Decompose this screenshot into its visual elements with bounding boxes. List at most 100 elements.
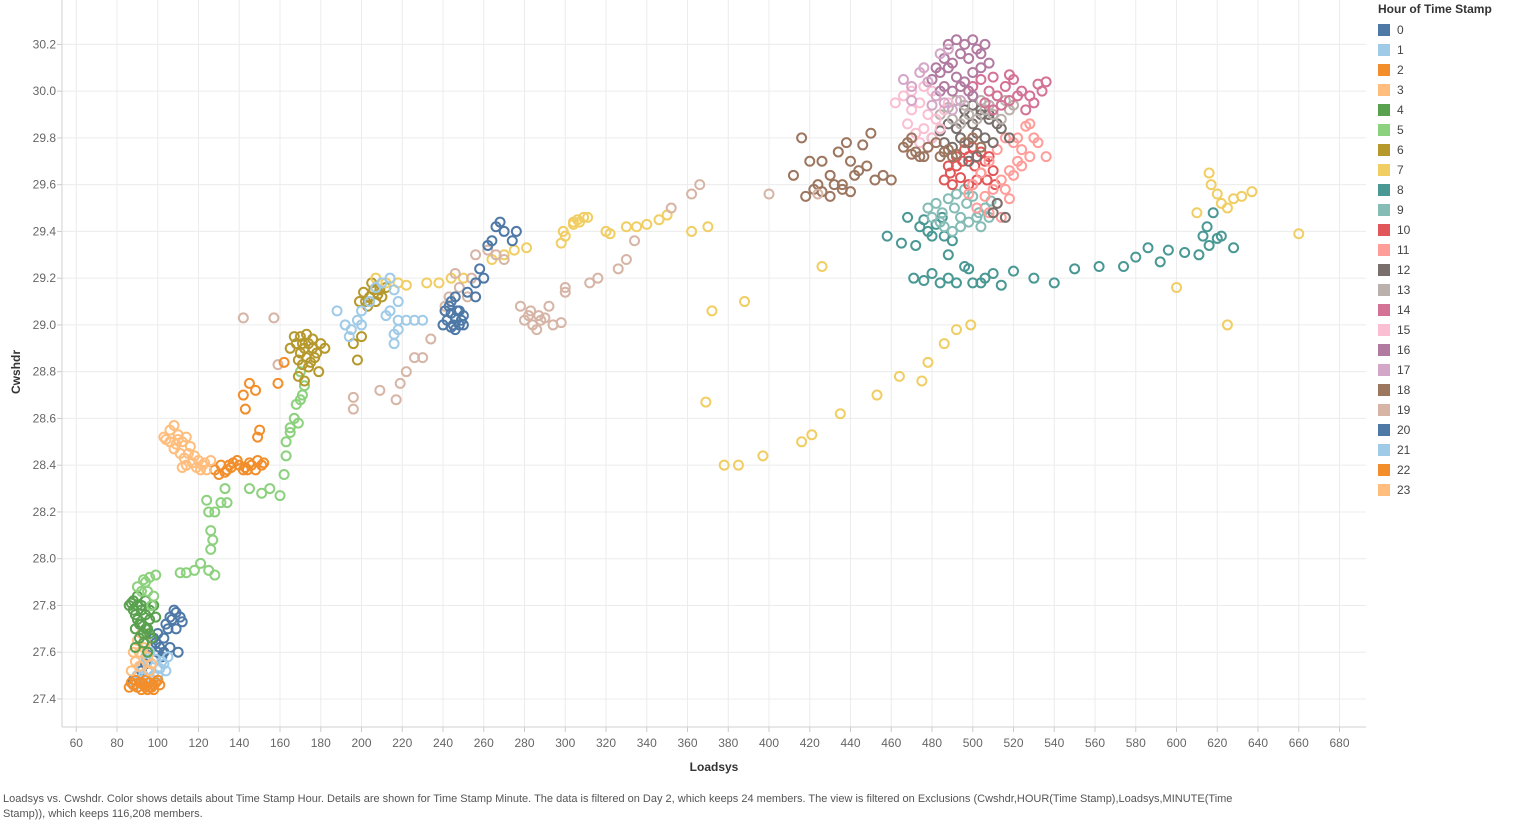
data-point[interactable]	[950, 34, 962, 46]
data-point[interactable]	[946, 57, 958, 69]
data-point[interactable]	[950, 148, 962, 160]
data-point[interactable]	[125, 665, 137, 677]
data-point[interactable]	[559, 282, 571, 294]
data-point[interactable]	[461, 286, 473, 298]
data-point[interactable]	[205, 543, 217, 555]
data-point[interactable]	[168, 443, 180, 455]
data-point[interactable]	[533, 310, 545, 322]
data-point[interactable]	[979, 190, 991, 202]
data-point[interactable]	[209, 569, 221, 581]
data-point[interactable]	[694, 179, 706, 191]
data-point[interactable]	[948, 202, 960, 214]
data-point[interactable]	[135, 585, 147, 597]
data-point[interactable]	[871, 389, 883, 401]
data-point[interactable]	[885, 174, 897, 186]
data-point[interactable]	[922, 109, 934, 121]
data-point[interactable]	[531, 324, 543, 336]
data-point[interactable]	[1024, 151, 1036, 163]
data-point[interactable]	[995, 174, 1007, 186]
data-point[interactable]	[604, 228, 616, 240]
data-point[interactable]	[164, 642, 176, 654]
data-point[interactable]	[274, 490, 286, 502]
data-point[interactable]	[796, 132, 808, 144]
data-point[interactable]	[331, 305, 343, 317]
data-point[interactable]	[653, 214, 665, 226]
data-point[interactable]	[1246, 186, 1258, 198]
data-point[interactable]	[979, 272, 991, 284]
data-point[interactable]	[364, 296, 376, 308]
data-point[interactable]	[400, 279, 412, 291]
data-point[interactable]	[1221, 319, 1233, 331]
legend-item-13[interactable]: 13	[1378, 280, 1510, 300]
data-point[interactable]	[225, 462, 237, 474]
legend-item-16[interactable]: 16	[1378, 340, 1510, 360]
data-point[interactable]	[146, 599, 158, 611]
data-point[interactable]	[347, 391, 359, 403]
data-point[interactable]	[241, 464, 253, 476]
legend-item-1[interactable]: 1	[1378, 40, 1510, 60]
data-point[interactable]	[170, 623, 182, 635]
data-point[interactable]	[160, 665, 172, 677]
data-point[interactable]	[417, 352, 429, 364]
data-point[interactable]	[142, 646, 154, 658]
legend-item-2[interactable]: 2	[1378, 60, 1510, 80]
data-point[interactable]	[215, 497, 227, 509]
data-point[interactable]	[1028, 97, 1040, 109]
data-point[interactable]	[199, 457, 211, 469]
data-point[interactable]	[1048, 277, 1060, 289]
data-point[interactable]	[930, 197, 942, 209]
data-point[interactable]	[474, 263, 486, 275]
data-point[interactable]	[922, 356, 934, 368]
data-point[interactable]	[525, 305, 537, 317]
data-point[interactable]	[955, 172, 967, 184]
data-point[interactable]	[1040, 76, 1052, 88]
data-point[interactable]	[926, 268, 938, 280]
data-point[interactable]	[209, 506, 221, 518]
data-point[interactable]	[845, 186, 857, 198]
data-point[interactable]	[510, 225, 522, 237]
data-point[interactable]	[999, 211, 1011, 223]
data-point[interactable]	[188, 564, 200, 576]
data-point[interactable]	[239, 403, 251, 415]
data-point[interactable]	[1211, 188, 1223, 200]
data-point[interactable]	[140, 576, 152, 588]
data-point[interactable]	[478, 272, 490, 284]
data-point[interactable]	[296, 338, 308, 350]
data-point[interactable]	[991, 90, 1003, 102]
data-point[interactable]	[313, 366, 325, 378]
data-point[interactable]	[946, 104, 958, 116]
data-point[interactable]	[926, 230, 938, 242]
data-point[interactable]	[930, 137, 942, 149]
data-point[interactable]	[1179, 246, 1191, 258]
data-point[interactable]	[1040, 151, 1052, 163]
data-point[interactable]	[665, 202, 677, 214]
data-point[interactable]	[979, 132, 991, 144]
data-point[interactable]	[1205, 179, 1217, 191]
data-point[interactable]	[1201, 221, 1213, 233]
data-point[interactable]	[914, 137, 926, 149]
data-point[interactable]	[963, 52, 975, 64]
data-point[interactable]	[934, 277, 946, 289]
data-point[interactable]	[946, 179, 958, 191]
data-point[interactable]	[280, 450, 292, 462]
data-point[interactable]	[926, 211, 938, 223]
data-point[interactable]	[999, 80, 1011, 92]
data-point[interactable]	[845, 155, 857, 167]
data-point[interactable]	[918, 275, 930, 287]
data-point[interactable]	[938, 338, 950, 350]
data-point[interactable]	[582, 211, 594, 223]
data-point[interactable]	[280, 436, 292, 448]
data-point[interactable]	[930, 113, 942, 125]
data-point[interactable]	[298, 380, 310, 392]
data-point[interactable]	[971, 151, 983, 163]
data-point[interactable]	[895, 237, 907, 249]
data-point[interactable]	[1221, 202, 1233, 214]
data-point[interactable]	[963, 109, 975, 121]
data-point[interactable]	[950, 71, 962, 83]
legend-item-21[interactable]: 21	[1378, 440, 1510, 460]
data-point[interactable]	[347, 403, 359, 415]
data-point[interactable]	[979, 38, 991, 50]
data-point[interactable]	[470, 291, 482, 303]
data-point[interactable]	[930, 62, 942, 74]
data-point[interactable]	[1203, 167, 1215, 179]
